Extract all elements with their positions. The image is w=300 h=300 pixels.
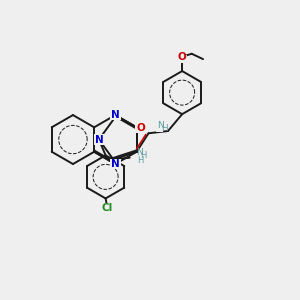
Text: O: O bbox=[136, 123, 145, 133]
Text: N: N bbox=[111, 159, 120, 169]
Bar bbox=[110, 159, 121, 170]
Text: O: O bbox=[178, 52, 187, 62]
Text: N: N bbox=[111, 110, 120, 120]
Bar bbox=[156, 125, 164, 132]
Bar bbox=[135, 124, 146, 133]
Bar bbox=[177, 55, 187, 63]
Bar bbox=[110, 110, 121, 120]
Bar bbox=[101, 203, 113, 213]
Text: N: N bbox=[157, 121, 164, 130]
Bar bbox=[94, 134, 104, 145]
Text: H: H bbox=[161, 124, 168, 133]
Text: H: H bbox=[137, 156, 143, 165]
Text: N: N bbox=[136, 148, 142, 157]
Text: H: H bbox=[140, 152, 147, 160]
Text: N: N bbox=[94, 134, 103, 145]
Text: Cl: Cl bbox=[102, 203, 113, 213]
